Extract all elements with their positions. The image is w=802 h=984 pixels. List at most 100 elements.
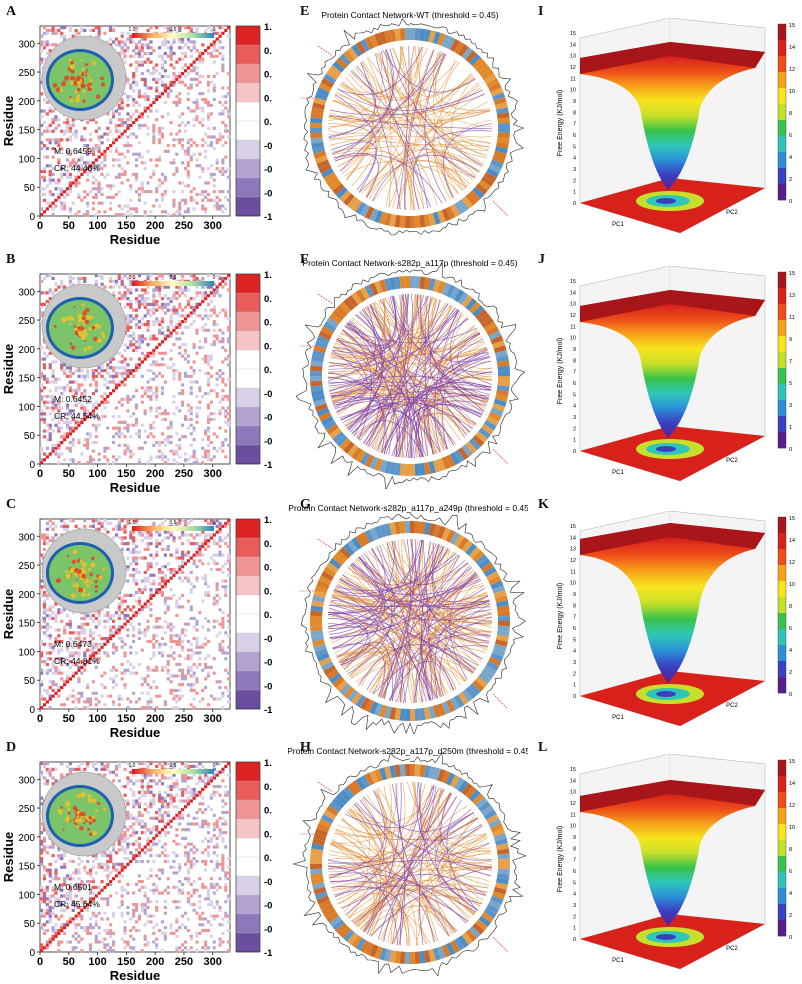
dccm-cell: [147, 545, 150, 548]
dccm-cell: [164, 352, 167, 355]
dccm-cell: [181, 392, 184, 395]
dccm-cell: [106, 427, 109, 430]
dccm-cell: [95, 697, 98, 700]
dccm-cell: [224, 585, 227, 588]
dccm-cell: [190, 666, 193, 669]
dccm-cell: [75, 135, 78, 138]
dccm-cell: [138, 193, 141, 196]
dccm-cell: [164, 409, 167, 412]
dccm-cell: [213, 697, 216, 700]
dccm-cell: [60, 207, 63, 210]
dccm-cell: [152, 288, 155, 291]
dccm-cell: [98, 29, 101, 32]
dccm-cell: [103, 672, 106, 675]
dccm-cell: [121, 98, 124, 101]
dccm-cell: [207, 703, 210, 706]
dccm-cell: [138, 61, 141, 64]
dccm-cell: [221, 158, 224, 161]
dccm-cell: [69, 176, 72, 179]
dccm-cell: [126, 706, 129, 709]
dccm-cell: [40, 306, 43, 309]
dccm-cell: [123, 40, 126, 43]
dccm-cell: [193, 277, 196, 280]
dccm-cell: [172, 311, 175, 314]
dccm-cell: [190, 703, 193, 706]
dccm-cell: [43, 611, 46, 614]
dccm-cell: [115, 138, 118, 141]
dccm-cell: [123, 366, 126, 369]
dccm-cell: [129, 207, 132, 210]
dccm-cell: [190, 55, 193, 58]
dccm-cell: [216, 602, 219, 605]
dccm-cell: [178, 689, 181, 692]
residue-ring-segment: [405, 28, 410, 40]
dccm-cell: [69, 187, 72, 190]
dccm-cell: [115, 528, 118, 531]
dccm-cell: [141, 579, 144, 582]
dccm-cell: [77, 677, 80, 680]
dccm-cell: [121, 600, 124, 603]
dccm-cell: [213, 135, 216, 138]
dccm-cell: [129, 133, 132, 136]
colorbar-segment: [778, 320, 786, 336]
dccm-cell: [172, 326, 175, 329]
colorbar-segment: [236, 331, 260, 350]
dccm-cell: [80, 173, 83, 176]
residue-ring-segment: [498, 128, 510, 133]
dccm-cell: [92, 202, 95, 205]
dccm-cell: [138, 591, 141, 594]
dccm-cell: [227, 115, 230, 118]
dccm-cell: [210, 357, 213, 360]
dccm-cell: [112, 286, 115, 289]
dccm-cell: [227, 556, 230, 559]
dccm-cell: [66, 528, 69, 531]
dccm-cell: [181, 424, 184, 427]
inset-speck: [81, 73, 84, 76]
dccm-cell: [118, 703, 121, 706]
dccm-cell: [193, 141, 196, 144]
dccm-cell: [103, 383, 106, 386]
dccm-cell: [63, 26, 66, 29]
dccm-cell: [213, 49, 216, 52]
dccm-cell: [54, 127, 57, 130]
dccm-cell: [178, 683, 181, 686]
dccm-cell: [109, 26, 112, 29]
dccm-cell: [155, 317, 158, 320]
dccm-cell: [167, 46, 170, 49]
dccm-cell: [72, 672, 75, 675]
dccm-cell: [184, 317, 187, 320]
dccm-cell: [109, 150, 112, 153]
dccm-cell: [121, 404, 124, 407]
dccm-cell: [164, 381, 167, 384]
dccm-cell: [86, 441, 89, 444]
dccm-cell: [149, 640, 152, 643]
dccm-cell: [112, 646, 115, 649]
dccm-cell: [195, 551, 198, 554]
dccm-cell: [224, 579, 227, 582]
dccm-cell: [178, 141, 181, 144]
dccm-cell: [138, 628, 141, 631]
dccm-cell: [129, 608, 132, 611]
dccm-cell: [195, 329, 198, 332]
dccm-cell: [95, 389, 98, 392]
dccm-cell: [60, 672, 63, 675]
annotation: M: 0.6452: [54, 394, 92, 404]
dccm-cell: [109, 392, 112, 395]
dccm-cell: [193, 455, 196, 458]
dccm-cell: [40, 35, 43, 38]
dccm-cell: [181, 81, 184, 84]
x-tick-label: 200: [146, 220, 164, 232]
dccm-cell: [132, 424, 135, 427]
dccm-cell: [149, 389, 152, 392]
dccm-cell: [152, 651, 155, 654]
dccm-cell: [149, 602, 152, 605]
inset-speck: [96, 95, 100, 99]
dccm-cell: [109, 628, 112, 631]
dccm-cell: [63, 121, 66, 124]
dccm-cell: [147, 669, 150, 672]
dccm-cell: [181, 355, 184, 358]
dccm-cell: [86, 461, 89, 464]
dccm-cell: [86, 614, 89, 617]
dccm-cell: [121, 663, 124, 666]
dccm-cell: [172, 329, 175, 332]
